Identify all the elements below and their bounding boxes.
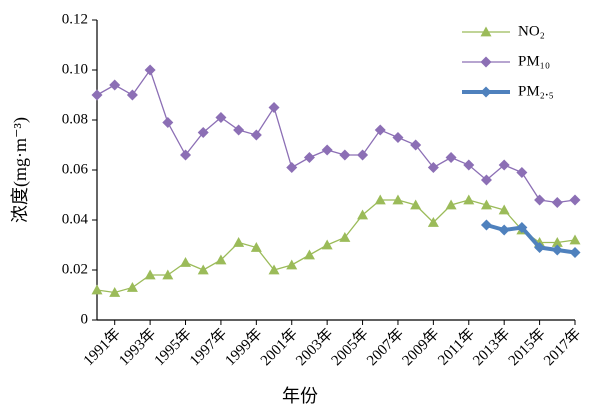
marker [516,222,528,233]
x-tick-label: 1991年 [80,325,124,369]
x-tick-label: 1993年 [116,325,160,369]
marker [534,242,546,253]
series-line [96,199,576,294]
marker [551,197,563,208]
marker [144,269,156,280]
marker [498,204,510,215]
marker [197,127,209,138]
marker [445,199,457,210]
x-tick-label: 2001年 [257,325,301,369]
x-tick-label: 2005年 [328,325,372,369]
marker [480,174,492,186]
marker [144,64,156,76]
marker [286,162,298,173]
marker [569,194,581,206]
marker [498,159,510,171]
marker [233,124,245,136]
marker [162,269,174,280]
marker [410,139,422,151]
marker [480,26,492,37]
marker [126,89,138,101]
marker [109,79,121,91]
legend-label: NO₂ [518,23,545,39]
marker [215,112,227,123]
marker [215,254,227,265]
x-tick-label: 2009年 [399,325,443,369]
marker [480,86,492,98]
marker [180,149,192,161]
x-tick-label: 1999年 [222,325,266,369]
marker [445,152,457,163]
marker [321,144,333,156]
marker [233,237,245,247]
marker [392,132,404,143]
marker [374,124,386,136]
marker [551,237,563,247]
marker [569,234,581,245]
marker [516,167,528,178]
marker [197,264,209,275]
x-tick-label: 2011年 [435,325,478,368]
legend-label: PM₂.₅ [518,83,554,99]
marker [268,264,280,275]
marker [569,247,581,258]
marker [427,217,439,227]
series-line [96,68,576,204]
marker [480,56,492,68]
marker [357,209,369,220]
y-tick-label: 0 [81,311,89,327]
marker [392,194,404,205]
y-axis-label: 浓度(mg·m⁻³) [10,117,31,223]
marker [427,162,439,173]
marker [303,152,315,163]
marker [109,287,121,297]
x-axis-label: 年份 [282,386,318,406]
y-tick-label: 0.08 [62,111,88,127]
marker [91,89,103,101]
marker [268,102,280,113]
marker [250,242,262,252]
marker [463,194,475,205]
marker [339,149,351,161]
legend-label: PM₁₀ [518,53,550,69]
marker [498,224,510,236]
marker [126,282,138,292]
x-tick-label: 2007年 [363,325,407,369]
marker [162,117,174,128]
x-tick-label: 1995年 [151,325,195,369]
x-tick-label: 2015年 [505,325,549,369]
marker [303,249,315,260]
marker [250,129,262,141]
marker [180,257,192,267]
x-tick-label: 2017年 [540,325,584,369]
marker [480,199,492,210]
marker [463,159,475,171]
marker [374,194,386,205]
y-tick-label: 0.02 [62,261,88,277]
marker [91,284,103,295]
marker [357,149,369,161]
marker [339,232,351,242]
x-tick-label: 2013年 [470,325,514,369]
marker [286,259,298,270]
marker [534,194,546,206]
x-tick-label: 2003年 [293,325,337,369]
marker [321,239,333,250]
y-tick-label: 0.10 [62,61,88,77]
x-tick-label: 1997年 [186,325,230,369]
marker [410,199,422,210]
y-tick-label: 0.12 [62,11,88,27]
y-tick-label: 0.04 [62,211,89,227]
marker [551,244,563,256]
y-tick-label: 0.06 [62,161,89,177]
marker [480,219,492,231]
